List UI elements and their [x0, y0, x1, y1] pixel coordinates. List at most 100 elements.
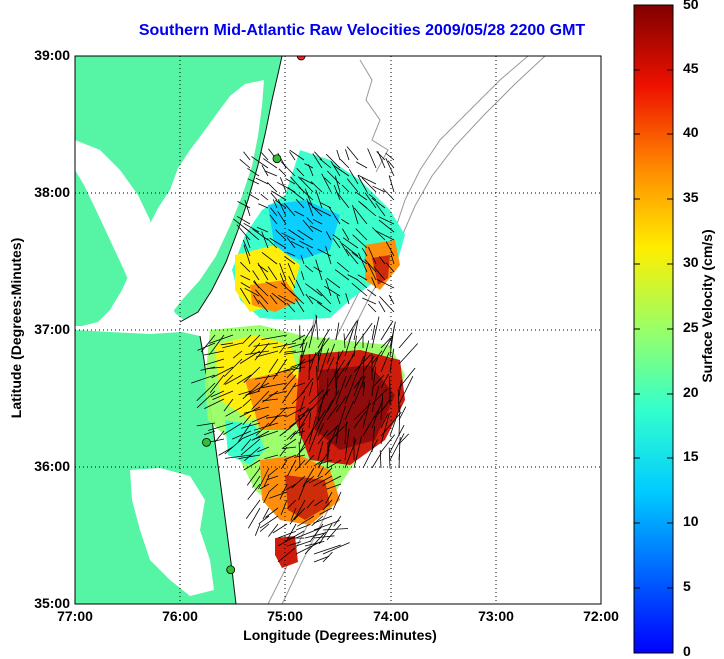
velocity-arrow	[265, 507, 279, 518]
velocity-arrow	[313, 535, 335, 539]
velocity-arrow	[252, 228, 269, 241]
velocity-arrow	[271, 190, 287, 201]
velocity-arrow	[292, 382, 306, 388]
velocity-arrow	[371, 374, 385, 389]
velocity-arrow	[371, 398, 384, 429]
velocity-arrow	[244, 446, 261, 462]
velocity-arrow	[286, 499, 297, 509]
velocity-arrow	[241, 422, 261, 429]
velocity-arrow	[271, 292, 287, 305]
velocity-arrow	[326, 277, 341, 289]
colorbar-tick-label: 35	[683, 189, 699, 205]
velocity-arrow	[371, 425, 375, 453]
velocity-arrow	[308, 389, 324, 405]
velocity-arrow	[380, 337, 391, 349]
velocity-arrow	[306, 247, 314, 257]
velocity-arrow	[279, 342, 288, 354]
velocity-arrow	[367, 303, 377, 313]
velocity-arrow	[277, 211, 287, 225]
velocity-arrow	[352, 204, 359, 225]
velocity-arrow	[335, 395, 347, 413]
velocity-arrow	[397, 388, 400, 413]
velocity-arrow	[322, 551, 333, 563]
velocity-arrow	[326, 390, 340, 413]
velocity-arrow	[243, 151, 251, 161]
velocity-arrow	[325, 231, 332, 241]
velocity-arrow	[238, 390, 252, 396]
velocity-arrow	[258, 203, 269, 209]
velocity-arrow	[326, 523, 342, 541]
velocity-arrow	[278, 168, 287, 177]
velocity-arrow	[371, 452, 382, 469]
velocity-arrow	[398, 380, 402, 397]
velocity-arrow	[372, 185, 386, 193]
velocity-arrow	[345, 149, 350, 161]
velocity-arrow	[378, 300, 386, 313]
velocity-arrow	[259, 483, 270, 490]
velocity-arrow	[299, 325, 314, 349]
velocity-arrow	[304, 532, 325, 539]
velocity-arrow	[299, 377, 314, 397]
velocity-arrow	[327, 459, 342, 469]
velocity-arrow	[335, 354, 355, 381]
velocity-arrow	[353, 354, 371, 373]
velocity-arrow	[308, 381, 314, 397]
velocity-arrow	[385, 152, 395, 161]
colorbar-tick-label: 10	[683, 513, 699, 529]
velocity-arrow	[248, 334, 261, 347]
velocity-arrow	[308, 316, 318, 349]
colorbar-tick-label: 40	[683, 124, 699, 140]
velocity-arrow	[398, 453, 400, 469]
velocity-arrow	[299, 411, 310, 429]
velocity-arrow	[275, 229, 287, 241]
velocity-arrow	[211, 366, 234, 379]
velocity-arrow	[332, 234, 341, 241]
velocity-arrow	[242, 382, 261, 400]
velocity-arrow	[247, 507, 261, 529]
velocity-arrow	[371, 324, 376, 341]
velocity-arrow	[316, 366, 319, 397]
velocity-arrow	[284, 350, 306, 355]
velocity-arrow	[272, 342, 297, 349]
velocity-arrow	[326, 444, 329, 461]
velocity-arrow	[344, 421, 347, 445]
velocity-arrow	[342, 228, 350, 241]
velocity-arrow	[247, 167, 260, 177]
velocity-arrow	[284, 454, 297, 461]
velocity-arrow	[232, 430, 252, 440]
velocity-arrow	[380, 434, 396, 453]
velocity-arrow	[255, 350, 279, 358]
velocity-arrow	[280, 499, 288, 516]
velocity-arrow	[357, 274, 368, 281]
velocity-arrow	[253, 342, 279, 347]
velocity-arrow	[264, 170, 278, 177]
velocity-arrow	[232, 350, 243, 359]
velocity-arrow	[306, 198, 314, 217]
velocity-arrow	[334, 175, 341, 193]
velocity-arrow	[286, 459, 297, 477]
velocity-arrow	[353, 356, 365, 381]
velocity-arrow	[398, 376, 414, 405]
velocity-arrow	[266, 475, 279, 481]
velocity-arrow	[311, 515, 324, 527]
velocity-arrow	[253, 281, 269, 297]
velocity-arrow	[371, 316, 380, 349]
velocity-arrow	[385, 158, 395, 177]
velocity-arrow	[335, 376, 347, 405]
velocity-arrow	[308, 475, 324, 484]
velocity-arrow	[371, 406, 386, 421]
velocity-arrow	[240, 438, 252, 451]
velocity-arrow	[379, 450, 382, 469]
velocity-arrow	[204, 398, 225, 409]
velocity-arrow	[255, 422, 270, 436]
radar-site-marker	[202, 437, 211, 447]
velocity-arrow	[343, 333, 346, 349]
velocity-arrow	[326, 170, 341, 185]
velocity-arrow	[356, 278, 368, 289]
velocity-arrow	[286, 430, 297, 440]
velocity-arrow	[286, 358, 306, 379]
velocity-arrow	[317, 352, 319, 373]
velocity-arrow	[319, 507, 333, 515]
velocity-arrow	[247, 178, 260, 185]
velocity-arrow	[368, 247, 377, 265]
